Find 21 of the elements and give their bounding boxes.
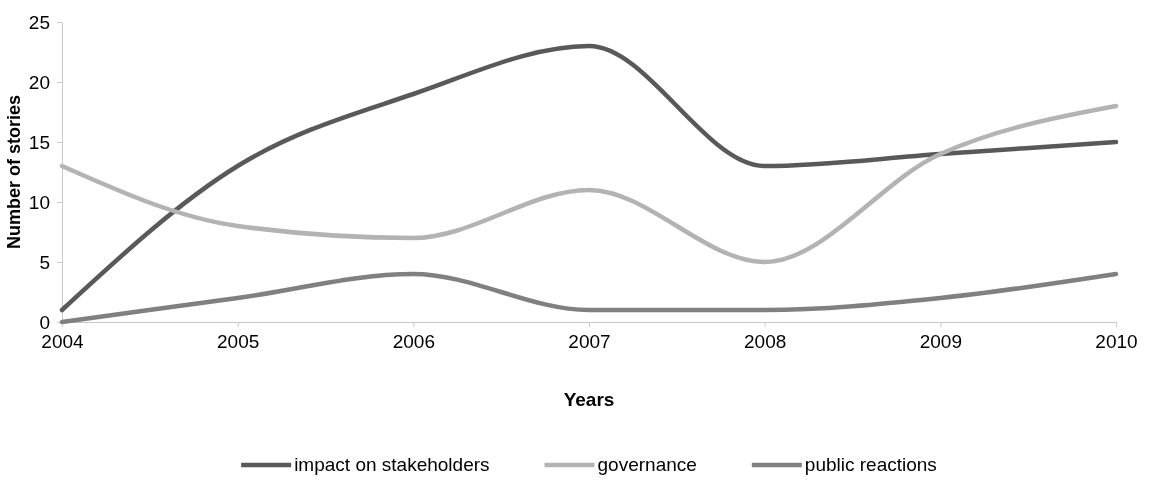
x-tick-label: 2004 bbox=[41, 331, 85, 353]
y-tick-label: 10 bbox=[28, 191, 50, 213]
x-tick-label: 2010 bbox=[1095, 331, 1138, 353]
y-tick-label: 20 bbox=[28, 71, 50, 93]
line-series bbox=[59, 271, 1119, 325]
y-tick-label: 0 bbox=[39, 311, 50, 333]
x-tick-label: 2006 bbox=[392, 331, 435, 353]
x-tick-label: 2007 bbox=[568, 331, 611, 353]
y-tick-label: 25 bbox=[28, 11, 50, 33]
x-tick-label: 2009 bbox=[919, 331, 962, 353]
y-tick-label: 15 bbox=[28, 131, 50, 153]
x-tick-label: 2008 bbox=[744, 331, 787, 353]
legend-label: public reactions bbox=[804, 454, 937, 475]
legend-label: governance bbox=[597, 454, 697, 475]
y-axis-title: Number of stories bbox=[4, 94, 24, 250]
line-series bbox=[59, 43, 1119, 313]
y-tick-label: 5 bbox=[39, 251, 50, 273]
x-axis-title: Years bbox=[563, 389, 615, 410]
x-tick-label: 2005 bbox=[217, 331, 260, 353]
legend-label: impact on stakeholders bbox=[294, 454, 490, 475]
line-series bbox=[59, 103, 1119, 265]
